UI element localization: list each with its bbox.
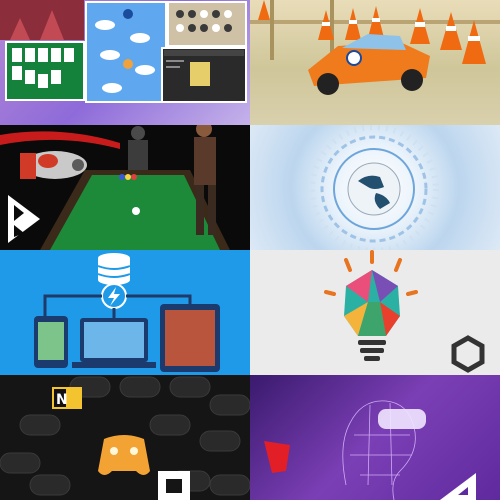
tile-lightbulb-unity[interactable] [250,250,500,375]
tile-controllers-wall[interactable]: N [0,375,250,500]
traffic-cone-icon [258,0,486,64]
svg-text:N: N [56,392,68,408]
billiards-table-icon [40,170,230,250]
gamepad-icon [98,435,150,475]
globe-icon [347,162,401,216]
light-rays [324,250,418,296]
cloud-jump-board [85,1,167,103]
lightbulb-icon [344,270,400,361]
triangle-logo-icon [8,195,40,243]
toy-car [308,34,430,95]
soldier-character [128,126,148,170]
vr-headset-icon [378,409,426,429]
tile-digital-globe[interactable] [250,125,500,250]
tile-database-multi-device[interactable] [0,250,250,375]
tablet-device [160,304,220,372]
lightning-icon [101,283,127,309]
database-icon [97,253,131,285]
editor-window [161,47,247,103]
unity-logo-icon [451,335,485,373]
red-swoosh [0,131,120,149]
tile-toy-car-traffic-cones[interactable] [250,0,500,125]
triangle-logo-icon [440,473,476,500]
tile-vr-wireframe-head[interactable] [250,375,500,500]
red-fox-logo-icon [264,441,290,473]
unity-cube-icon [158,471,190,500]
woman-character [194,125,216,235]
fighter-plane-icon [20,151,87,179]
tech-rings [309,125,439,250]
tile-shooter-billiards-characters[interactable] [0,125,250,250]
n-logo-icon: N [52,387,82,409]
connectors [43,294,192,318]
laptop-device [72,318,156,368]
tile-casual-games-collage[interactable] [0,0,250,125]
solitaire-board [5,41,85,101]
phone-device [34,316,68,368]
castle-scene [0,0,84,40]
reversi-board [167,1,247,47]
